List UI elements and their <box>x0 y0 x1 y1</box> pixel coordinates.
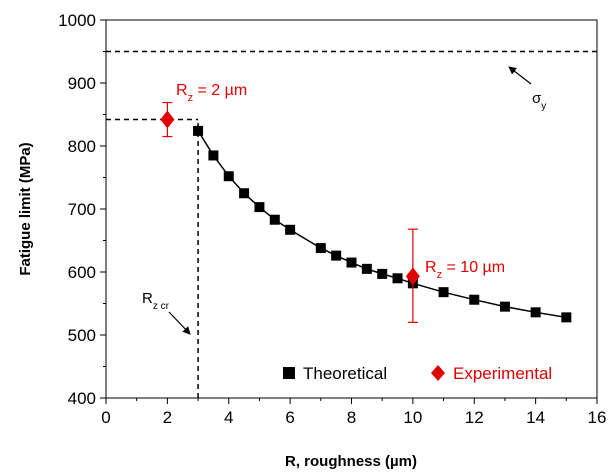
legend-marker-experimental <box>431 365 445 381</box>
y-tick-label: 700 <box>68 200 96 219</box>
theoretical-curve <box>197 130 567 319</box>
theoretical-point <box>377 268 388 279</box>
theoretical-point <box>499 301 510 312</box>
experimental-point <box>405 267 420 286</box>
plot-area-frame <box>105 19 598 399</box>
rzcr-arrow <box>168 311 191 335</box>
theoretical-point <box>254 202 265 213</box>
annotation-rz-10um: Rz = 10 µm <box>425 259 505 281</box>
x-tick-label: 12 <box>465 408 484 427</box>
theoretical-point <box>392 273 403 284</box>
theoretical-point <box>193 125 204 136</box>
x-tick-label: 14 <box>526 408 545 427</box>
theoretical-point <box>315 243 326 254</box>
legend-label-theoretical: Theoretical <box>303 364 387 383</box>
x-tick-label: 6 <box>285 408 294 427</box>
x-tick-label: 10 <box>403 408 422 427</box>
theoretical-point <box>561 312 572 323</box>
theoretical-point <box>346 257 357 268</box>
theoretical-point <box>469 294 480 305</box>
annotation-rz-2um: Rz = 2 µm <box>176 82 247 104</box>
theoretical-point <box>331 250 342 261</box>
annotation-rz-cr: Rz cr <box>142 290 170 312</box>
y-axis-title: Fatigue limit (MPa) <box>17 142 34 275</box>
reference-lines <box>106 50 597 398</box>
x-tick-labels: 0 2 4 6 8 10 12 14 16 <box>101 408 606 427</box>
theoretical-point <box>269 214 280 225</box>
y-tick-label: 400 <box>68 389 96 408</box>
y-tick-label: 600 <box>68 263 96 282</box>
theoretical-point <box>239 188 250 199</box>
theoretical-point <box>438 287 449 298</box>
legend: Theoretical Experimental <box>283 364 552 383</box>
theoretical-point <box>285 224 296 235</box>
x-tick-label: 2 <box>163 408 172 427</box>
x-axis-title: R, roughness (µm) <box>285 453 417 470</box>
theoretical-point <box>530 307 541 318</box>
x-tick-label: 4 <box>224 408 233 427</box>
y-tick-label: 800 <box>68 137 96 156</box>
legend-label-experimental: Experimental <box>453 364 552 383</box>
annotation-sigma-y: σy <box>532 90 546 112</box>
theoretical-series <box>193 125 572 323</box>
y-tick-label: 1000 <box>58 11 96 30</box>
y-tick-label: 900 <box>68 74 96 93</box>
theoretical-point <box>361 263 372 274</box>
axis-ticks <box>100 19 598 404</box>
legend-marker-theoretical <box>283 367 295 379</box>
sigma-arrow <box>508 66 532 85</box>
experimental-point <box>160 110 175 129</box>
y-tick-labels: 400 500 600 700 800 900 1000 <box>58 11 96 408</box>
y-tick-label: 500 <box>68 326 96 345</box>
theoretical-point <box>223 171 234 182</box>
x-tick-label: 0 <box>101 408 110 427</box>
x-tick-label: 8 <box>347 408 356 427</box>
x-tick-label: 16 <box>588 408 607 427</box>
theoretical-point <box>208 150 219 161</box>
experimental-series <box>160 101 420 323</box>
